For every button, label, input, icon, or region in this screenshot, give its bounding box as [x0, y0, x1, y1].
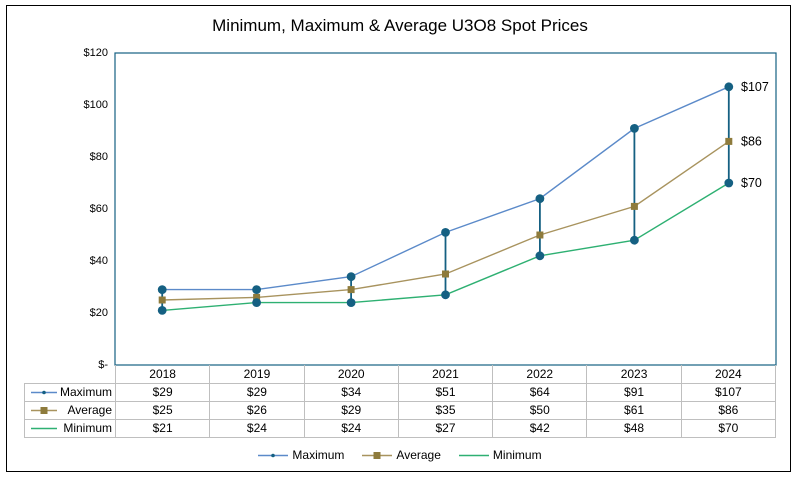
y-tick-label: $80: [89, 151, 108, 163]
legend: Maximum Average Minimum: [0, 446, 800, 464]
maximum-series-key-icon: [258, 453, 289, 457]
table-header-row: 2018 2019 2020 2021 2022 2023 2024: [24, 365, 777, 384]
table-value-cell: $29: [114, 383, 211, 402]
y-tick-label: $20: [89, 307, 108, 319]
table-value-cell: $70: [680, 419, 777, 438]
table-value-cell: $48: [586, 419, 682, 438]
maximum-point-marker: [724, 82, 734, 92]
y-tick-label: $60: [89, 203, 108, 215]
maximum-point-marker: [441, 228, 450, 237]
table-row-minimum: Minimum $21 $24 $24 $27 $42 $48 $70: [24, 419, 777, 438]
maximum-point-marker: [535, 194, 545, 204]
minimum-point-marker: [346, 298, 356, 307]
average-point-marker: [253, 293, 261, 301]
table-value-cell: $29: [209, 383, 305, 402]
x-category-label: 2019: [209, 365, 305, 384]
table-value-cell: $51: [397, 383, 494, 402]
table-row-average: Average $25 $26 $29 $35 $50 $61 $86: [24, 401, 777, 420]
table-value-cell: $24: [209, 419, 305, 438]
legend-label: Minimum: [492, 448, 542, 462]
table-value-cell: $91: [586, 383, 682, 402]
table-value-cell: $34: [303, 383, 399, 402]
table-value-cell: $21: [114, 419, 211, 438]
table-value-cell: $42: [492, 419, 588, 438]
legend-item-average: Average: [362, 448, 441, 462]
series-row-label: Maximum: [24, 383, 116, 402]
table-value-cell: $107: [680, 383, 777, 402]
table-value-cell: $29: [303, 401, 399, 420]
legend-item-minimum: Minimum: [458, 448, 542, 462]
average-point-marker: [347, 286, 355, 294]
maximum-series-key-icon: [31, 390, 57, 395]
maximum-point-marker: [157, 285, 167, 294]
legend-item-maximum: Maximum: [258, 448, 344, 462]
maximum-point-marker: [252, 285, 261, 294]
x-category-label: 2018: [114, 365, 211, 384]
end-data-label-minimum: $70: [741, 176, 762, 190]
x-category-label: 2021: [397, 365, 494, 384]
table-value-cell: $27: [397, 419, 494, 438]
end-data-label-maximum: $107: [741, 80, 769, 94]
y-tick-label: $100: [83, 99, 108, 111]
average-series-key-icon: [362, 451, 393, 459]
y-tick-label: $120: [83, 47, 108, 59]
legend-label: Average: [396, 448, 441, 462]
table-value-cell: $61: [586, 401, 682, 420]
minimum-series-key-icon: [31, 427, 57, 430]
table-value-cell: $35: [397, 401, 494, 420]
minimum-series-key-icon: [458, 454, 489, 456]
table-value-cell: $50: [492, 401, 588, 420]
end-data-label-average: $86: [741, 135, 762, 149]
average-point-marker: [725, 137, 733, 145]
table-value-cell: $26: [209, 401, 305, 420]
x-category-label: 2023: [586, 365, 682, 384]
table-value-cell: $64: [492, 383, 588, 402]
table-corner-cell: [24, 365, 116, 384]
average-point-marker: [536, 231, 544, 239]
maximum-point-marker: [346, 272, 356, 281]
series-name: Average: [67, 403, 112, 417]
average-point-marker: [158, 296, 166, 304]
average-point-marker: [442, 270, 449, 278]
x-category-label: 2020: [303, 365, 399, 384]
minimum-point-marker: [630, 235, 639, 245]
table-row-maximum: Maximum $29 $29 $34 $51 $64 $91 $107: [24, 383, 777, 402]
maximum-point-marker: [630, 123, 639, 133]
y-tick-label: $40: [89, 255, 108, 267]
chart-title: Minimum, Maximum & Average U3O8 Spot Pri…: [212, 16, 588, 35]
table-value-cell: $24: [303, 419, 399, 438]
plot-border: [114, 52, 777, 366]
data-table: 2018 2019 2020 2021 2022 2023 2024 Maximum $29 $2…: [24, 365, 777, 438]
series-row-label: Average: [24, 401, 116, 420]
minimum-point-marker: [724, 178, 734, 188]
legend-label: Maximum: [292, 448, 345, 462]
table-value-cell: $86: [680, 401, 777, 420]
x-category-label: 2024: [680, 365, 777, 384]
series-row-label: Minimum: [24, 419, 116, 438]
x-category-label: 2022: [492, 365, 588, 384]
average-series-key-icon: [31, 407, 57, 414]
minimum-point-marker: [252, 298, 261, 307]
minimum-point-marker: [441, 290, 450, 300]
table-value-cell: $25: [114, 401, 211, 420]
average-point-marker: [630, 202, 638, 210]
minimum-point-marker: [157, 306, 167, 315]
series-name: Minimum: [63, 421, 112, 435]
minimum-point-marker: [535, 251, 545, 261]
series-name: Maximum: [59, 385, 112, 399]
